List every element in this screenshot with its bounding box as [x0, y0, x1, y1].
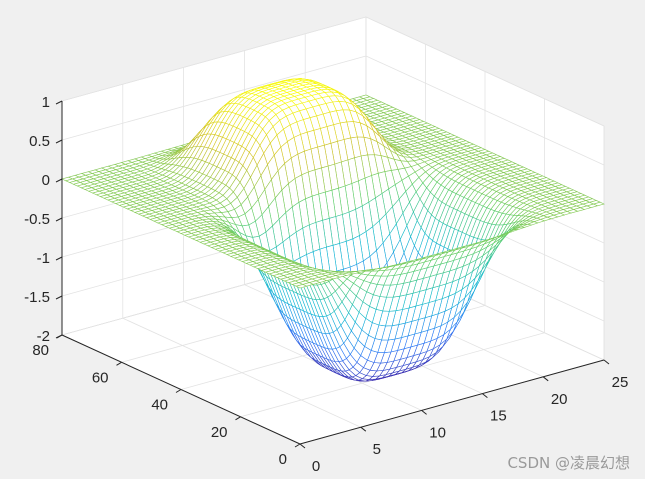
x-tick-mark [360, 426, 367, 432]
z-tick-label: -0.5 [24, 211, 50, 228]
x-tick-mark [603, 359, 610, 365]
grid-line-z-wall-x [61, 55, 367, 141]
y-tick-label: 60 [92, 369, 109, 386]
z-tick-mark [55, 334, 63, 339]
z-tick-label: 0 [42, 172, 50, 189]
watermark-text: CSDN @凌晨幻想 [507, 454, 630, 472]
z-tick-mark [55, 178, 63, 183]
z-tick-mark [55, 217, 63, 222]
y-tick-mark [235, 416, 241, 421]
x-tick-mark [421, 410, 427, 415]
z-tick-mark [55, 295, 63, 300]
tick-labels: 0 5 10 15 20 25 0 20 40 60 80-2 -1.5 -1 -0.5 0 0.5 1 [24, 94, 628, 475]
x-tick-label: 10 [429, 424, 446, 441]
x-axis-line [299, 359, 605, 445]
y-tick-mark [294, 443, 301, 448]
x-tick-label: 15 [490, 408, 507, 425]
z-tick-label: -1 [37, 250, 50, 267]
y-tick-label: 80 [32, 342, 49, 359]
y-tick-mark [175, 389, 182, 393]
x-tick-mark [482, 393, 488, 398]
z-tick-mark [55, 139, 63, 144]
x-tick-label: 5 [373, 441, 381, 458]
z-tick-label: -1.5 [24, 289, 50, 306]
y-tick-label: 20 [211, 424, 228, 441]
surface-mesh [61, 78, 605, 382]
y-tick-label: 40 [151, 397, 168, 414]
x-tick-label: 20 [551, 391, 568, 408]
grid-line-z-wall-y [365, 16, 605, 127]
grid-line-z-wall-y [365, 55, 605, 166]
x-tick-label: 0 [312, 458, 320, 475]
y-tick-label: 0 [279, 451, 287, 468]
z-tick-label: 1 [42, 94, 50, 111]
z-tick-mark [55, 100, 63, 105]
mesh-cell [295, 284, 308, 289]
x-tick-mark [542, 376, 549, 382]
x-tick-label: 25 [612, 374, 629, 391]
z-tick-label: -2 [37, 328, 50, 345]
y-tick-mark [116, 361, 122, 366]
z-tick-mark [55, 256, 63, 261]
axis-lines [55, 100, 610, 449]
x-tick-mark [299, 443, 306, 449]
z-tick-label: 0.5 [29, 133, 50, 150]
grid-line-z-wall-x [61, 16, 367, 102]
